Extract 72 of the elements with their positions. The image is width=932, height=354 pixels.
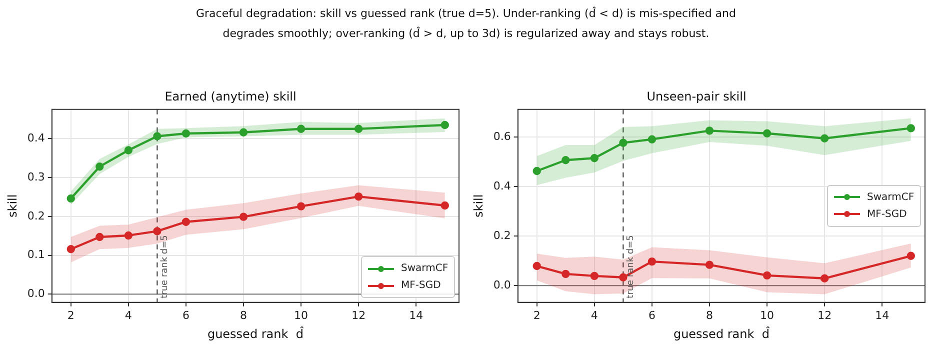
- point: [153, 132, 162, 140]
- x-tick-label: 6: [648, 308, 656, 322]
- point: [182, 218, 190, 226]
- point: [239, 212, 248, 221]
- point: [532, 262, 541, 270]
- legend-label: SwarmCF: [867, 192, 914, 203]
- y-tick-label: 0.2: [493, 228, 511, 242]
- point: [590, 272, 599, 280]
- point: [705, 126, 714, 135]
- legend-label: MF-SGD: [401, 280, 441, 292]
- point: [619, 273, 628, 282]
- x-tick-label: 8: [240, 308, 248, 322]
- x-tick-label: 2: [533, 308, 540, 322]
- point: [562, 270, 570, 278]
- x-tick-label: 14: [409, 308, 424, 322]
- point: [296, 202, 306, 210]
- x-tick-label: 10: [760, 308, 774, 322]
- point: [648, 257, 656, 266]
- y-tick-label: 0.3: [27, 170, 45, 184]
- x-tick-label: 2: [67, 308, 74, 322]
- ref-line-label: true rank d=5: [626, 235, 636, 298]
- point: [820, 274, 829, 282]
- point: [153, 227, 162, 236]
- point: [239, 128, 248, 136]
- y-tick-label: 0.4: [493, 179, 511, 192]
- point: [182, 129, 190, 138]
- legend-label: MF-SGD: [867, 208, 907, 220]
- y-tick-label: 0.2: [27, 209, 45, 222]
- y-tick-label: 0.0: [27, 287, 45, 300]
- point: [705, 260, 714, 269]
- x-tick-label: 10: [294, 308, 308, 322]
- y-tick-label: 0.1: [27, 248, 45, 262]
- x-tick-label: 12: [818, 308, 832, 322]
- point: [354, 192, 363, 201]
- point: [562, 156, 570, 164]
- y-axis-title: skill: [471, 194, 486, 218]
- ref-line-label: true rank d=5: [160, 235, 170, 298]
- point: [66, 244, 75, 254]
- point: [124, 231, 133, 240]
- y-tick-label: 0.6: [493, 130, 511, 143]
- point: [820, 134, 829, 142]
- chart-title: Earned (anytime) skill: [164, 89, 296, 104]
- point: [648, 135, 656, 144]
- y-tick-label: 0.0: [493, 278, 511, 292]
- point: [762, 129, 772, 138]
- x-tick-label: 12: [352, 308, 366, 322]
- point: [296, 124, 306, 133]
- x-tick-label: 6: [182, 308, 190, 322]
- point: [96, 232, 104, 242]
- point: [440, 201, 450, 210]
- point: [906, 252, 915, 260]
- point: [590, 154, 599, 162]
- legend-label: SwarmCF: [401, 263, 448, 274]
- point: [762, 271, 772, 280]
- x-tick-label: 4: [124, 308, 132, 322]
- point: [619, 138, 628, 147]
- point: [96, 162, 104, 171]
- y-axis-title: skill: [5, 194, 20, 218]
- x-axis-title: guessed rank d̂: [207, 326, 304, 341]
- point: [440, 120, 450, 130]
- text: Graceful degradation: skill vs guessed rank (true d=5). Under-ranking (d̂ < d) is mis-specified and degrades smoothly; over-ranking (d̂ > d, up to 3d) is regularized away and stays robust.: [194, 6, 737, 42]
- point: [354, 124, 363, 133]
- x-tick-label: 4: [590, 308, 598, 322]
- x-tick-label: 8: [706, 308, 714, 322]
- point: [906, 124, 915, 132]
- point: [66, 194, 75, 203]
- y-tick-label: 0.4: [27, 131, 45, 144]
- point: [532, 166, 541, 176]
- point: [124, 146, 133, 154]
- x-tick-label: 14: [875, 308, 890, 322]
- x-axis-title: guessed rank d̂: [673, 326, 770, 341]
- chart-title: Unseen-pair skill: [646, 89, 746, 104]
